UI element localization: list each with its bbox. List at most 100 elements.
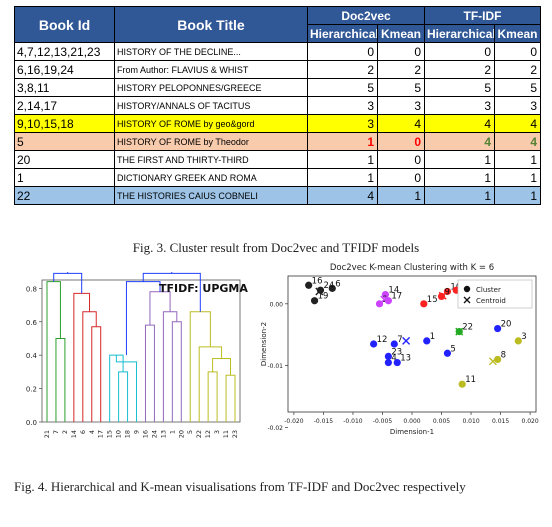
y-axis-label: Dimension-2 xyxy=(260,322,268,366)
dendrogram-link xyxy=(171,321,182,422)
leaf-label: 21 xyxy=(43,430,51,438)
cell-book-title: HISTORY OF ROME by geo&gord xyxy=(114,114,308,133)
cell-d2v-kmean: 4 xyxy=(377,114,425,133)
figure-3-caption: Fig. 3. Cluster result from Doc2vec and … xyxy=(132,240,420,255)
leaf-label: 5 xyxy=(186,430,194,434)
cell-tf-hierarchical: 4 xyxy=(424,114,495,133)
point-label: 17 xyxy=(391,292,402,302)
dendrogram-link xyxy=(55,337,66,422)
leaf-label: 17 xyxy=(97,430,105,438)
dendrogram-link xyxy=(53,272,83,294)
leaf-label: 12 xyxy=(204,430,212,438)
cell-d2v-kmean: 2 xyxy=(377,60,425,79)
cluster-result-table: Book Id Book Title Doc2vec TF-IDF Hierar… xyxy=(14,6,541,205)
cell-tf-hierarchical: 1 xyxy=(424,186,495,205)
y-tick-label: 0.4 xyxy=(26,352,38,360)
cell-tf-kmean: 1 xyxy=(494,186,541,205)
cluster-point xyxy=(514,337,522,345)
leaf-label: 18 xyxy=(124,430,132,438)
table-row: 3,8,11 HISTORY PELOPONNES/GREECE 5 5 5 5 xyxy=(14,78,541,97)
cell-d2v-hierarchical: 0 xyxy=(307,42,378,61)
cell-book-id: 22 xyxy=(14,186,115,205)
cell-tf-kmean: 4 xyxy=(494,132,541,151)
centroid-marker xyxy=(315,287,324,296)
leaf-label: 22 xyxy=(195,430,203,438)
cell-d2v-hierarchical: 1 xyxy=(307,168,378,187)
cell-tf-hierarchical: 1 xyxy=(424,168,495,187)
cell-tf-hierarchical: 3 xyxy=(424,96,495,115)
leaf-label: 15 xyxy=(106,430,114,438)
y-tick-label: -0.01 xyxy=(267,363,283,370)
cluster-point xyxy=(443,349,452,357)
cell-d2v-hierarchical: 3 xyxy=(307,114,378,133)
header-tfidf: TF-IDF xyxy=(424,6,541,25)
table-row: 4,7,12,13,21,23 HISTORY OF THE DECLINE..… xyxy=(14,42,541,61)
leaf-label: 1 xyxy=(168,430,176,434)
cell-book-id: 4,7,12,13,21,23 xyxy=(14,42,115,61)
cell-book-id: 5 xyxy=(14,132,115,151)
y-tick-label: 0.0 xyxy=(26,419,37,427)
point-label: 14 xyxy=(388,286,399,296)
cell-tf-kmean: 3 xyxy=(494,96,541,115)
cell-book-title: HISTORY OF THE DECLINE... xyxy=(114,42,308,61)
point-label: 19 xyxy=(318,292,329,302)
point-label: 4 xyxy=(391,354,396,364)
y-tick-label: -0.02 xyxy=(267,425,283,432)
cluster-point xyxy=(310,297,319,305)
cluster-point xyxy=(384,352,392,360)
point-label: 11 xyxy=(465,375,476,385)
table-row: 22 THE HISTORIES CAIUS COBNELI 4 1 1 1 xyxy=(14,186,541,205)
table-row: 5 HISTORY OF ROME by Theodor 1 0 4 4 xyxy=(14,132,541,151)
dendrogram-link xyxy=(225,374,236,422)
centroid-marker xyxy=(455,327,464,336)
cell-tf-hierarchical: 4 xyxy=(424,132,495,151)
leaf-label: 14 xyxy=(70,430,78,438)
centroid-marker xyxy=(438,291,447,300)
x-tick-label: -0.005 xyxy=(373,418,393,425)
centroid-marker xyxy=(402,336,411,345)
cell-d2v-hierarchical: 2 xyxy=(307,60,378,79)
point-label: 20 xyxy=(501,320,512,330)
dendrogram-link xyxy=(189,311,211,422)
leaf-label: 16 xyxy=(141,430,149,438)
leaf-label: 20 xyxy=(177,430,185,438)
point-label: 12 xyxy=(377,335,388,345)
dendrogram-link xyxy=(144,324,155,422)
legend-centroid-label: Centroid xyxy=(476,297,506,305)
table-row: 20 THE FIRST AND THIRTY-THIRD 1 0 1 1 xyxy=(14,150,541,169)
cluster-point xyxy=(328,284,336,292)
point-label: 16 xyxy=(312,276,323,286)
cell-d2v-kmean: 1 xyxy=(377,186,425,205)
point-label: 3 xyxy=(521,332,526,342)
dendrogram-link xyxy=(118,371,129,422)
cell-d2v-kmean: 0 xyxy=(377,150,425,169)
x-tick-label: -0.010 xyxy=(343,418,363,425)
leaf-label: 7 xyxy=(52,430,60,434)
header-tf-kmean: Kmean xyxy=(494,24,541,43)
y-tick-label: 0.00 xyxy=(270,301,284,308)
dendrogram-link xyxy=(82,311,97,422)
point-label: 24 xyxy=(323,281,334,291)
point-label: 15 xyxy=(427,295,438,305)
header-d2v-hierarchical: Hierarchical xyxy=(307,24,378,43)
centroid-marker xyxy=(380,295,389,304)
leaf-label: 23 xyxy=(231,430,239,438)
x-tick-label: 0.015 xyxy=(492,418,509,425)
cell-tf-kmean: 1 xyxy=(494,168,541,187)
dendrogram-link xyxy=(115,355,138,422)
cell-tf-hierarchical: 5 xyxy=(424,78,495,97)
leaf-label: 4 xyxy=(88,430,96,434)
header-doc2vec: Doc2vec xyxy=(307,6,425,25)
cluster-point xyxy=(305,281,313,289)
cell-d2v-hierarchical: 3 xyxy=(307,96,378,115)
cell-book-id: 2,14,17 xyxy=(14,96,115,115)
cell-tf-hierarchical: 1 xyxy=(424,150,495,169)
y-tick-label: 0.6 xyxy=(26,319,38,327)
cell-book-id: 9,10,15,18 xyxy=(14,114,115,133)
dendrogram-title: TFIDF: UPGMA xyxy=(159,282,248,295)
leaf-label: 6 xyxy=(79,430,87,434)
dendrogram-link xyxy=(91,326,102,422)
cell-d2v-kmean: 0 xyxy=(377,42,425,61)
dendrogram-chart: 0.00.20.40.60.821 7 2 14 6 4 17 15 10 18 9 16 24 13 1 2… xyxy=(26,272,248,438)
cluster-point xyxy=(393,358,401,367)
